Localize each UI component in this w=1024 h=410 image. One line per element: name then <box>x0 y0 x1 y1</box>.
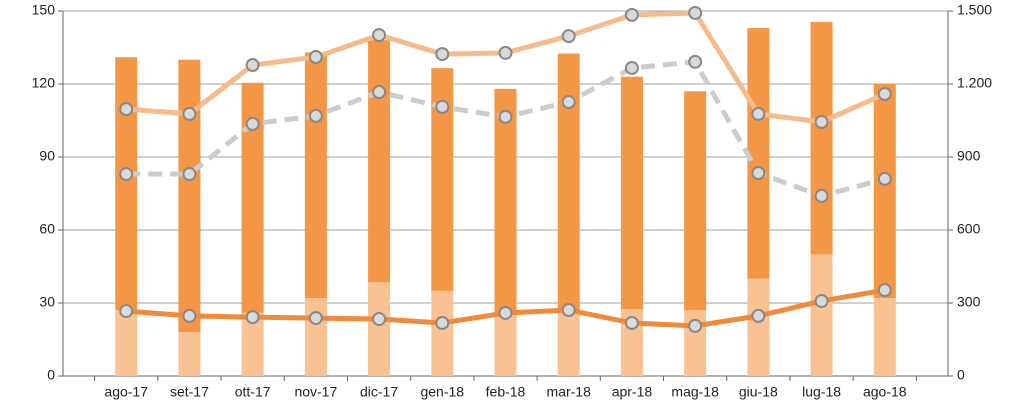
marker <box>372 85 387 100</box>
x-tick-label: mar-18 <box>547 384 592 400</box>
y-tick-label: 60 <box>39 221 55 237</box>
marker <box>498 305 513 320</box>
bar <box>557 53 580 311</box>
bar <box>115 310 138 376</box>
marker <box>182 106 197 121</box>
bar <box>431 290 454 376</box>
bar <box>557 310 580 376</box>
marker <box>372 28 387 43</box>
marker <box>119 102 134 117</box>
bar <box>810 254 833 376</box>
bar <box>178 59 201 333</box>
x-tick-label: lug-18 <box>802 384 841 400</box>
marker <box>751 106 766 121</box>
bar <box>494 88 517 313</box>
marker <box>688 54 703 69</box>
marker <box>245 58 260 73</box>
x-tick-label: ott-17 <box>235 384 271 400</box>
marker <box>561 303 576 318</box>
marker <box>751 308 766 323</box>
y-tick-label: 150 <box>32 2 56 18</box>
y2-tick-label: 1.500 <box>957 2 992 18</box>
marker <box>561 95 576 110</box>
bar <box>115 57 138 311</box>
y2-tick-label: 0 <box>957 367 965 383</box>
marker <box>814 114 829 129</box>
x-tick-label: set-17 <box>170 384 209 400</box>
x-tick-label: dic-17 <box>360 384 398 400</box>
x-tick-label: apr-18 <box>612 384 653 400</box>
marker <box>245 310 260 325</box>
y2-tick-label: 600 <box>957 221 981 237</box>
y2-tick-label: 900 <box>957 148 981 164</box>
y-tick-label: 90 <box>39 148 55 164</box>
marker <box>877 86 892 101</box>
bar <box>368 282 391 376</box>
bar <box>747 28 770 279</box>
bar <box>810 21 833 255</box>
y2-tick-label: 300 <box>957 294 981 310</box>
marker <box>751 166 766 181</box>
marker <box>308 311 323 326</box>
bar <box>368 40 391 283</box>
bar <box>684 91 707 311</box>
marker <box>877 283 892 298</box>
y-tick-label: 30 <box>39 294 55 310</box>
x-tick-label: giu-18 <box>739 384 778 400</box>
x-tick-label: nov-17 <box>294 384 337 400</box>
x-tick-label: gen-18 <box>420 384 464 400</box>
marker <box>308 108 323 123</box>
marker <box>688 318 703 333</box>
x-tick-label: mag-18 <box>671 384 719 400</box>
bar <box>873 84 896 299</box>
y-tick-label: 120 <box>32 75 56 91</box>
marker <box>877 171 892 186</box>
marker <box>119 304 134 319</box>
bar <box>620 76 643 310</box>
marker <box>624 60 639 75</box>
bar <box>873 298 896 376</box>
marker <box>814 294 829 309</box>
marker <box>435 99 450 114</box>
marker <box>688 5 703 20</box>
marker <box>182 167 197 182</box>
bar <box>304 298 327 376</box>
bar <box>241 312 264 376</box>
marker <box>308 49 323 64</box>
marker <box>624 315 639 330</box>
bar <box>304 52 327 299</box>
marker <box>624 7 639 22</box>
bar <box>241 82 264 313</box>
x-tick-label: ago-17 <box>104 384 148 400</box>
bar <box>178 332 201 376</box>
bar <box>747 278 770 376</box>
marker <box>561 29 576 44</box>
y-tick-label: 0 <box>47 367 55 383</box>
marker <box>498 45 513 60</box>
marker <box>814 188 829 203</box>
x-tick-label: feb-18 <box>486 384 526 400</box>
y2-tick-label: 1.200 <box>957 75 992 91</box>
marker <box>498 109 513 124</box>
marker <box>435 47 450 62</box>
marker <box>245 116 260 131</box>
marker <box>372 312 387 327</box>
marker <box>119 167 134 182</box>
x-tick-label: ago-18 <box>863 384 907 400</box>
bar <box>431 68 454 291</box>
marker <box>435 315 450 330</box>
marker <box>182 308 197 323</box>
bar <box>494 312 517 376</box>
